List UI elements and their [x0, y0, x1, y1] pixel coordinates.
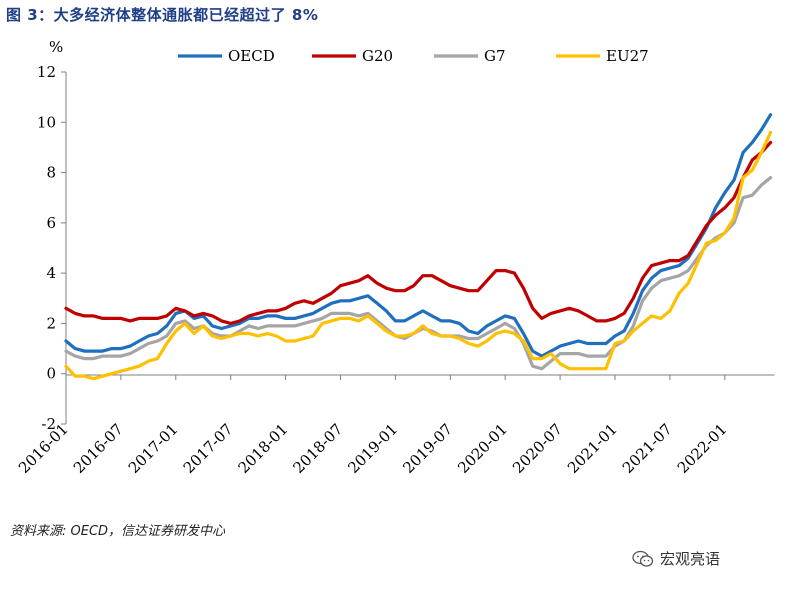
wechat-icon — [632, 550, 654, 567]
y-tick-label: 8 — [46, 164, 56, 182]
watermark-text: 宏观亮语 — [660, 550, 721, 568]
legend-label-eu27: EU27 — [606, 47, 649, 65]
x-tick-label: 2022-01 — [674, 420, 731, 477]
y-axis-unit-label: % — [49, 38, 63, 56]
legend-label-g7: G7 — [484, 47, 506, 65]
chart-axes: -2024681012%2016-012016-072017-012017-07… — [15, 38, 775, 477]
y-tick-label: 6 — [46, 214, 56, 232]
y-tick-label: 12 — [37, 63, 56, 81]
y-tick-label: 4 — [46, 264, 56, 282]
watermark: 宏观亮语 — [632, 548, 720, 569]
x-tick-label: 2019-01 — [344, 420, 401, 477]
y-tick-label: 2 — [46, 314, 56, 332]
x-tick-label: 2017-07 — [180, 420, 237, 477]
y-tick-label: -2 — [41, 415, 56, 433]
figure-source: 资料来源: OECD，信达证券研发中心 — [10, 524, 226, 539]
x-tick-label: 2019-07 — [399, 420, 456, 477]
chart-legend: OECD G20 G7 EU27 — [178, 47, 649, 65]
x-tick-label: 2020-01 — [454, 420, 511, 477]
line-chart: -2024681012%2016-012016-072017-012017-07… — [15, 38, 775, 477]
x-tick-label: 2017-01 — [125, 420, 182, 477]
chart-lines — [64, 113, 773, 381]
x-tick-label: 2020-07 — [509, 420, 566, 477]
x-tick-label: 2021-01 — [564, 420, 621, 477]
figure-title: 图 3：大多经济体整体通胀都已经超过了 8% — [6, 6, 319, 24]
y-tick-label: 10 — [37, 113, 56, 131]
x-tick-label: 2018-07 — [290, 420, 347, 477]
x-tick-label: 2016-07 — [70, 420, 127, 477]
x-tick-label: 2018-01 — [235, 420, 292, 477]
series-line-eu27 — [64, 130, 773, 381]
y-tick-label: 0 — [46, 365, 56, 383]
x-tick-label: 2021-07 — [619, 420, 676, 477]
series-line-oecd — [64, 113, 773, 358]
series-line-g7 — [64, 176, 773, 371]
legend-label-oecd: OECD — [228, 47, 275, 65]
legend-label-g20: G20 — [362, 47, 393, 65]
series-line-g20 — [64, 140, 773, 325]
